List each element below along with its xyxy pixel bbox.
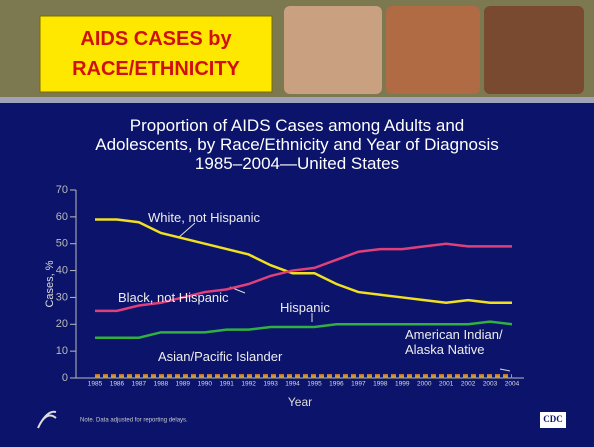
x-tick-label: 1991 bbox=[219, 381, 234, 388]
x-tick-label: 1998 bbox=[373, 381, 388, 388]
footnote: Note. Data adjusted for reporting delays… bbox=[80, 418, 188, 424]
series-label: Asian/Pacific Islander bbox=[158, 349, 283, 364]
cdc-logo bbox=[540, 412, 566, 428]
series-line bbox=[95, 242, 512, 313]
x-tick-label: 1987 bbox=[132, 381, 147, 388]
series-label: Hispanic bbox=[280, 300, 330, 315]
series-line bbox=[95, 218, 512, 305]
hhs-logo bbox=[37, 410, 57, 429]
separator bbox=[0, 97, 594, 103]
photo bbox=[284, 6, 382, 94]
x-tick-label: 2003 bbox=[483, 381, 498, 388]
x-tick-label: 1986 bbox=[110, 381, 125, 388]
y-tick-label: 70 bbox=[56, 184, 68, 196]
x-tick-label: 2001 bbox=[439, 381, 454, 388]
x-tick-label: 1988 bbox=[154, 381, 169, 388]
y-axis-label: Cases, % bbox=[44, 260, 56, 307]
series-label: American Indian/ Alaska Native bbox=[405, 327, 503, 357]
pointer bbox=[177, 222, 196, 239]
x-tick-label: 1989 bbox=[176, 381, 191, 388]
x-tick-label: 1992 bbox=[241, 381, 256, 388]
pointer bbox=[499, 368, 511, 372]
x-axis-label: Year bbox=[288, 395, 312, 409]
x-tick-label: 1994 bbox=[285, 381, 300, 388]
y-tick-label: 50 bbox=[56, 238, 68, 250]
x-tick-label: 2002 bbox=[461, 381, 476, 388]
x-tick-label: 2004 bbox=[505, 381, 520, 388]
series-label: White, not Hispanic bbox=[148, 210, 260, 225]
x-tick-label: 1995 bbox=[307, 381, 322, 388]
series-label: Black, not Hispanic bbox=[118, 290, 229, 305]
x-tick-label: 2000 bbox=[417, 381, 432, 388]
y-tick-label: 10 bbox=[56, 345, 68, 357]
y-tick-label: 40 bbox=[56, 264, 68, 276]
x-tick-label: 1997 bbox=[351, 381, 366, 388]
chart-title: Proportion of AIDS Cases among Adults an… bbox=[95, 116, 499, 173]
y-tick-label: 30 bbox=[56, 291, 68, 303]
x-tick-label: 1985 bbox=[88, 381, 103, 388]
cdc-logo-text: CDC bbox=[543, 414, 563, 424]
x-tick-label: 1996 bbox=[329, 381, 344, 388]
x-tick-label: 1999 bbox=[395, 381, 410, 388]
title-box bbox=[39, 15, 273, 93]
photo bbox=[484, 6, 584, 94]
y-tick-label: 0 bbox=[62, 372, 68, 384]
y-tick-label: 60 bbox=[56, 211, 68, 223]
series-line bbox=[95, 320, 513, 339]
x-tick-label: 1993 bbox=[263, 381, 278, 388]
slide-title: AIDS CASES by RACE/ETHNICITY bbox=[72, 28, 240, 80]
photo bbox=[386, 6, 480, 94]
y-tick-label: 20 bbox=[56, 318, 68, 330]
x-tick-label: 1990 bbox=[198, 381, 213, 388]
